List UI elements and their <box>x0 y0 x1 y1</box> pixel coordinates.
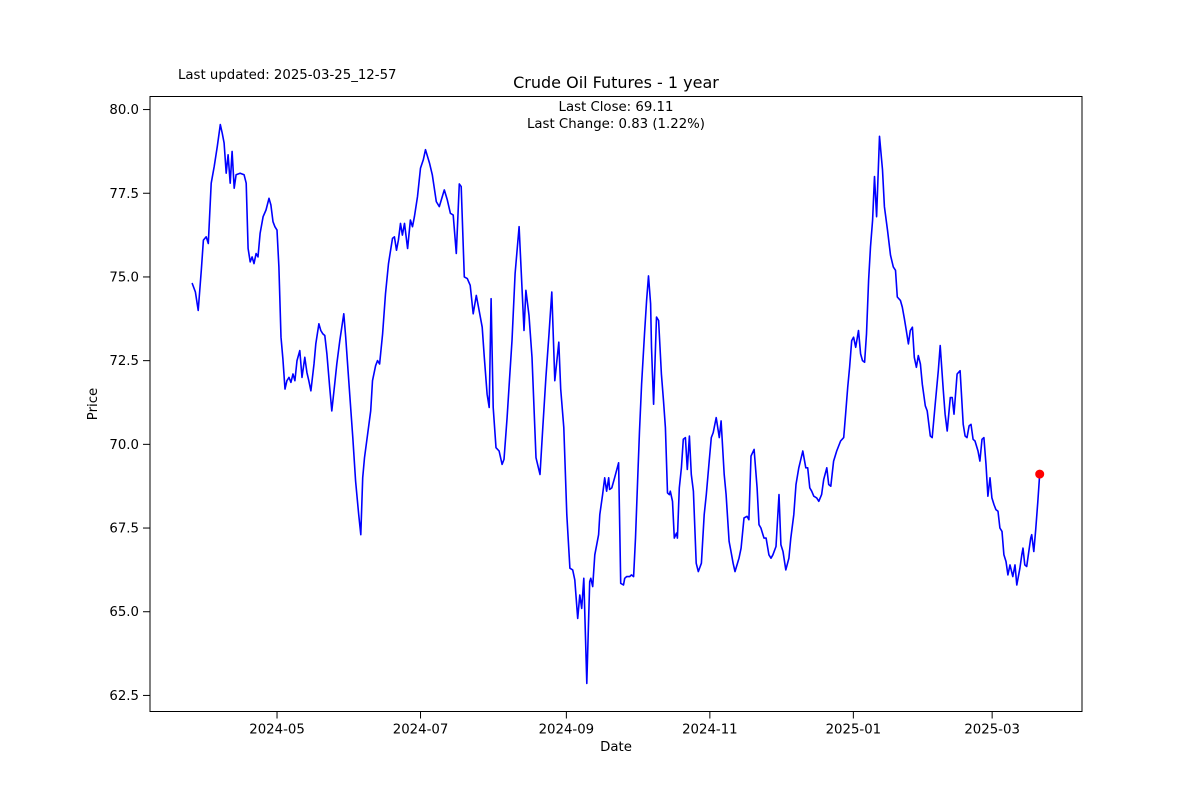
x-axis-ticks: 2024-05 2024-07 2024-09 2024-11 2025-01 2025-… <box>249 711 1020 738</box>
y-tick-label: 72.5 <box>109 354 139 369</box>
x-tick-label: 2024-11 <box>682 723 738 738</box>
y-axis-label: Price <box>86 388 101 420</box>
x-tick-label: 2024-05 <box>249 723 305 738</box>
last-close-annotation: Last Close: 69.11 <box>559 100 674 115</box>
x-axis-label: Date <box>600 740 632 755</box>
y-tick-label: 70.0 <box>109 438 139 453</box>
x-tick-label: 2025-03 <box>964 723 1020 738</box>
last-updated-text: Last updated: 2025-03-25_12-57 <box>178 68 396 83</box>
last-change-annotation: Last Change: 0.83 (1.22%) <box>527 117 705 132</box>
plot-area-frame <box>149 96 1083 712</box>
price-series <box>191 123 1045 685</box>
x-tick-label: 2025-01 <box>826 723 882 738</box>
chart-title: Crude Oil Futures - 1 year <box>513 73 719 92</box>
y-tick-label: 80.0 <box>109 103 139 118</box>
y-tick-label: 67.5 <box>109 522 139 537</box>
y-tick-label: 62.5 <box>109 689 139 704</box>
y-axis-ticks: 62.5 65.0 67.5 70.0 72.5 75.0 77.5 80.0 <box>109 103 150 704</box>
last-close-marker <box>1035 469 1045 479</box>
x-tick-label: 2024-07 <box>393 723 449 738</box>
price-line <box>191 123 1041 685</box>
y-tick-label: 75.0 <box>109 270 139 285</box>
y-tick-label: 65.0 <box>109 605 139 620</box>
x-tick-label: 2024-09 <box>539 723 595 738</box>
y-tick-label: 77.5 <box>109 187 139 202</box>
